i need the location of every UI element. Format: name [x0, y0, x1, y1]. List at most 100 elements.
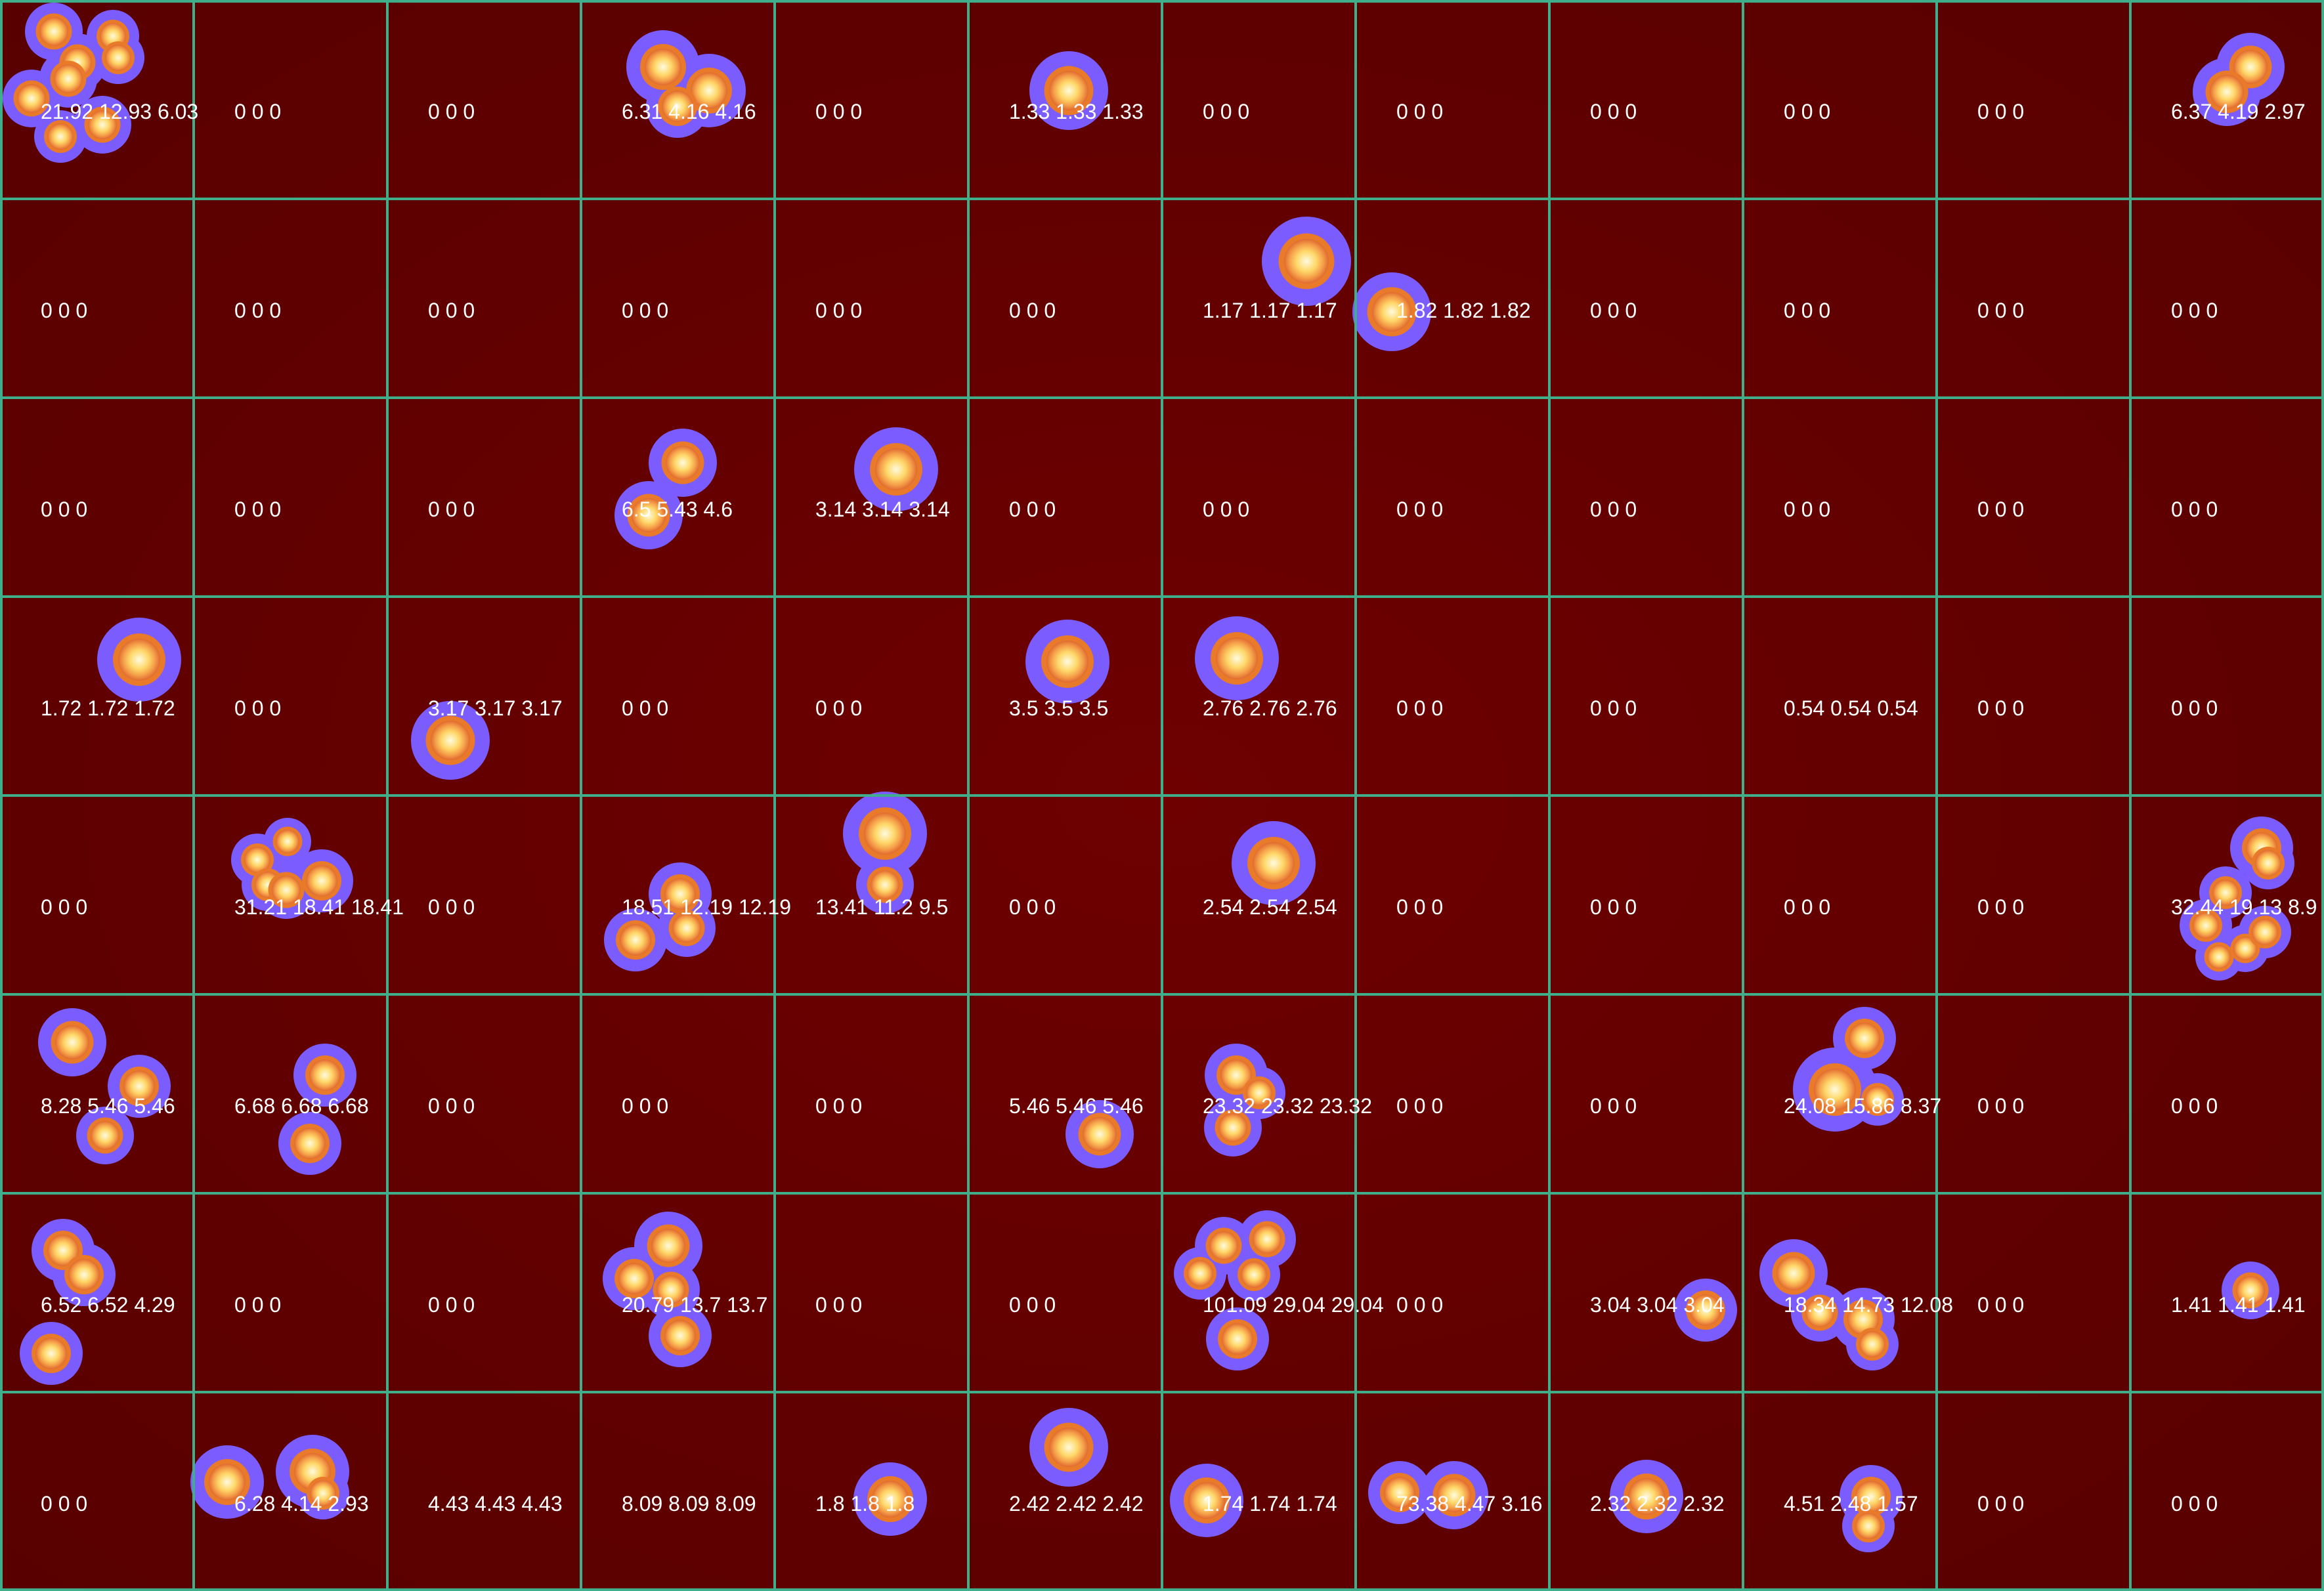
colony-core: [2193, 912, 2219, 939]
cell-label: 8.09 8.09 8.09: [622, 1492, 756, 1516]
cell-label: 0 0 0: [1784, 299, 1831, 322]
colony-core: [118, 639, 160, 681]
colony-core: [2252, 919, 2278, 945]
cell-label: 0 0 0: [428, 1094, 475, 1118]
colony-core: [618, 1263, 650, 1294]
cell-label: 0 0 0: [622, 1094, 669, 1118]
cell-label: 0 0 0: [1009, 895, 1056, 919]
colony-core: [1814, 1069, 1856, 1111]
colony-core: [47, 1235, 79, 1266]
cell-label: 18.51 12.19 12.19: [622, 895, 792, 919]
colony-core: [864, 813, 906, 855]
cell-label: 2.76 2.76 2.76: [1203, 696, 1337, 720]
colony-core: [306, 865, 337, 897]
cell-label: 1.74 1.74 1.74: [1203, 1492, 1337, 1516]
cell-label: 0 0 0: [41, 498, 88, 521]
colony-core: [1049, 1428, 1088, 1467]
cell-label: 0 0 0: [1396, 1293, 1444, 1317]
colony-core: [1690, 1294, 1721, 1326]
cell-label: 0 0 0: [1590, 696, 1637, 720]
cell-label: 4.51 2.48 1.57: [1784, 1492, 1918, 1516]
colony-core: [1847, 1304, 1879, 1335]
cell-label: 6.28 4.14 2.93: [234, 1492, 369, 1516]
cell-label: 0 0 0: [815, 696, 863, 720]
cell-label: 13.41 11.2 9.5: [815, 895, 949, 919]
cell-label: 0 0 0: [428, 498, 475, 521]
colony-core: [431, 721, 470, 760]
colony-core: [2207, 945, 2231, 969]
cell-label: 0 0 0: [1009, 299, 1056, 322]
cell-label: 0 0 0: [1203, 498, 1250, 521]
cell-label: 6.5 5.43 4.6: [622, 498, 733, 521]
cell-label: 0 0 0: [1977, 299, 2025, 322]
cell-label: 0 0 0: [622, 696, 669, 720]
cell-label: 3.5 3.5 3.5: [1009, 696, 1109, 720]
cell-label: 31.21 18.41 18.41: [234, 895, 404, 919]
colony-core: [1253, 1225, 1281, 1254]
cell-label: 21.92 12.93 6.03: [41, 100, 199, 123]
colony-core: [1083, 1117, 1117, 1151]
cell-label: 0 0 0: [1784, 100, 1831, 123]
cell-label: 1.17 1.17 1.17: [1203, 299, 1337, 322]
cell-label: 0 0 0: [1396, 1094, 1444, 1118]
cell-label: 1.72 1.72 1.72: [41, 696, 175, 720]
cell-label: 23.32 23.32 23.32: [1203, 1094, 1373, 1118]
cell-label: 3.14 3.14 3.14: [815, 498, 950, 521]
cell-label: 6.68 6.68 6.68: [234, 1094, 369, 1118]
colony-core: [662, 91, 693, 122]
cell-label: 0 0 0: [1977, 1094, 2025, 1118]
colony-core: [632, 498, 666, 532]
cell-label: 0 0 0: [41, 1492, 88, 1516]
cell-label: 1.41 1.41 1.41: [2171, 1293, 2306, 1317]
colony-core: [656, 1275, 685, 1304]
cell-label: 0 0 0: [1784, 895, 1831, 919]
colony-core: [1218, 1113, 1247, 1142]
colony-core: [620, 924, 651, 956]
cell-label: 0 0 0: [815, 1094, 863, 1118]
cell-label: 32.44 19.13 8.9: [2171, 895, 2317, 919]
cell-label: 0 0 0: [1977, 100, 2025, 123]
colony-core: [1284, 239, 1329, 284]
cell-label: 0 0 0: [234, 299, 282, 322]
colony-core: [1849, 1023, 1880, 1054]
colony-core: [664, 1320, 696, 1351]
colony-core: [1220, 1059, 1252, 1091]
colony-core: [276, 830, 299, 853]
cell-label: 0 0 0: [1977, 1492, 2025, 1516]
colony-core: [875, 448, 917, 490]
cell-label: 0 0 0: [2171, 498, 2218, 521]
cell-label: 1.8 1.8 1.8: [815, 1492, 915, 1516]
cell-label: 0 0 0: [1590, 299, 1637, 322]
colony-core: [1188, 1482, 1225, 1519]
colony-core: [1384, 1477, 1415, 1508]
colony-core: [105, 45, 131, 71]
cell-label: 0 0 0: [428, 299, 475, 322]
colony-core: [666, 446, 700, 480]
colony-core: [1864, 1086, 1891, 1113]
cell-label: 0 0 0: [815, 299, 863, 322]
colony-core: [1776, 1256, 1811, 1290]
cell-label: 0 0 0: [2171, 1094, 2218, 1118]
colony-core: [55, 1025, 89, 1059]
colony-core: [35, 1338, 67, 1369]
colony-core: [1855, 1513, 1882, 1539]
colony-core: [1187, 1260, 1213, 1286]
colony-core: [88, 110, 117, 139]
cell-label: 4.43 4.43 4.43: [428, 1492, 563, 1516]
colony-core: [309, 1059, 341, 1091]
cell-label: 0 0 0: [234, 1293, 282, 1317]
cell-label: 6.52 6.52 4.29: [41, 1293, 175, 1317]
cell-label: 20.79 13.7 13.7: [622, 1293, 768, 1317]
colony-core: [2210, 75, 2244, 109]
colony-core: [2255, 850, 2281, 876]
cell-label: 8.28 5.46 5.46: [41, 1094, 175, 1118]
colony-core: [123, 1071, 155, 1102]
cell-label: 0 0 0: [1590, 100, 1637, 123]
colony-core: [645, 49, 681, 85]
cell-label: 0 0 0: [2171, 696, 2218, 720]
colony-core: [68, 1259, 100, 1290]
cell-label: 0 0 0: [1009, 1293, 1056, 1317]
cell-label: 0 0 0: [1396, 100, 1444, 123]
cell-label: 0 0 0: [2171, 299, 2218, 322]
colony-core: [1241, 1262, 1267, 1288]
